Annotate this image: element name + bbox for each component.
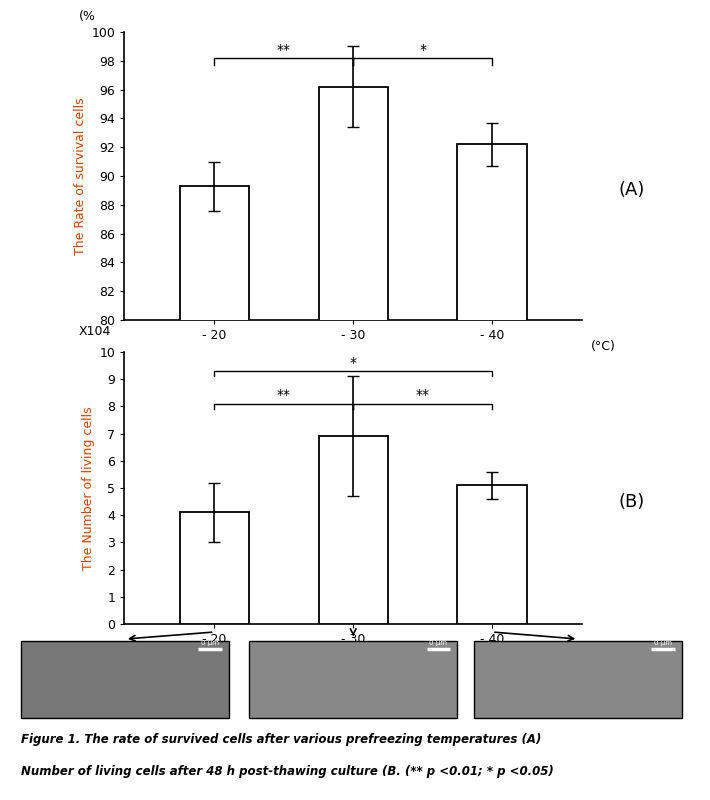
Text: **: ** [415, 388, 430, 402]
Text: Prefreezing temperature: Prefreezing temperature [271, 358, 435, 370]
Text: (°C): (°C) [591, 643, 616, 656]
Bar [180, 513, 249, 624]
Text: (°C): (°C) [591, 340, 616, 353]
Bar [457, 486, 527, 624]
Y-axis label: The Number of living cells: The Number of living cells [82, 406, 95, 570]
Text: **: ** [277, 388, 291, 402]
Text: (%: (% [78, 10, 95, 23]
Text: **: ** [277, 42, 291, 57]
Bar [319, 436, 388, 624]
Bar [180, 186, 249, 800]
Text: *: * [419, 42, 426, 57]
Text: (B): (B) [619, 493, 645, 510]
Text: Number of living cells after 48 h post-thawing culture (B. (** p <0.01; * p <0.0: Number of living cells after 48 h post-t… [21, 765, 554, 778]
Bar [457, 144, 527, 800]
Bar [319, 86, 388, 800]
Text: 0 μm: 0 μm [429, 640, 447, 646]
Text: 0 μm: 0 μm [654, 640, 672, 646]
Text: X104: X104 [78, 326, 111, 338]
Text: 0 μm: 0 μm [201, 640, 219, 646]
Text: Prefreezing temperature: Prefreezing temperature [271, 665, 435, 678]
Y-axis label: The Rate of survival cells: The Rate of survival cells [74, 97, 87, 255]
Text: *: * [350, 356, 356, 370]
Text: (A): (A) [619, 182, 645, 199]
Text: Figure 1. The rate of survived cells after various prefreezing temperatures (A): Figure 1. The rate of survived cells aft… [21, 733, 542, 746]
